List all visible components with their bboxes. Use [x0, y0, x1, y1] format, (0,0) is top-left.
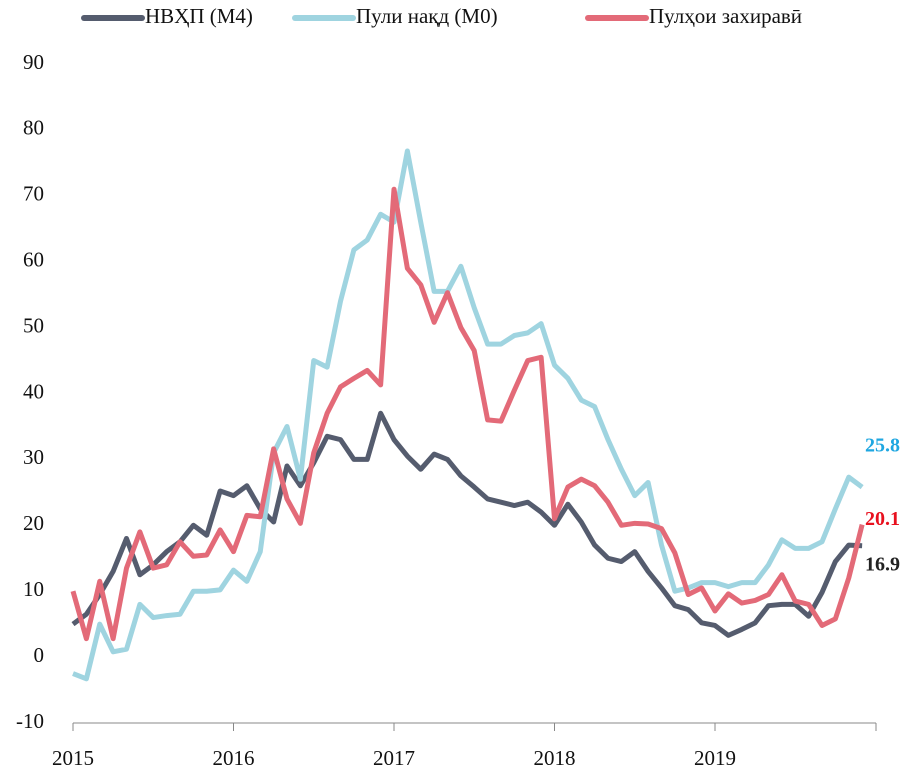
value-label: 16.9: [865, 553, 900, 575]
x-tick-label: 2016: [213, 746, 255, 770]
y-tick-label: 20: [23, 511, 44, 535]
legend-label: Пулҳои захиравӣ: [649, 4, 802, 28]
y-tick-label: -10: [16, 709, 44, 733]
y-tick-label: 80: [23, 116, 44, 140]
value-label: 25.8: [865, 435, 900, 457]
series-line: [70, 186, 865, 642]
x-tick-label: 2018: [534, 746, 576, 770]
y-tick-label: 70: [23, 182, 44, 206]
x-tick-label: 2019: [694, 746, 736, 770]
series-line: [71, 410, 863, 638]
legend-label: Пули нақд (М0): [356, 4, 498, 28]
y-tick-label: 40: [23, 379, 44, 403]
legend-label: НВҲП (М4): [145, 4, 253, 28]
x-tick-label: 2017: [373, 746, 415, 770]
y-tick-label: 0: [34, 643, 45, 667]
y-tick-label: 50: [23, 313, 44, 337]
value-label: 20.1: [865, 508, 900, 530]
y-tick-label: 10: [23, 577, 44, 601]
y-tick-label: 90: [23, 50, 44, 74]
y-tick-label: 30: [23, 445, 44, 469]
series-line: [72, 148, 864, 682]
y-tick-label: 60: [23, 248, 44, 272]
x-tick-label: 2015: [52, 746, 94, 770]
